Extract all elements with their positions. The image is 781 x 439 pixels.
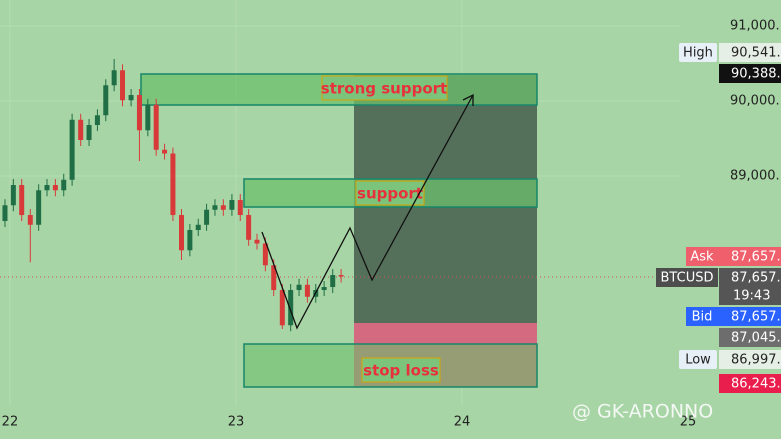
candle-body xyxy=(10,185,16,206)
price-label: High xyxy=(683,46,713,61)
candle-body xyxy=(195,224,201,231)
label-bg xyxy=(686,307,719,326)
candle-body xyxy=(304,284,310,297)
label-bg xyxy=(719,307,781,326)
price-label: 86,997. xyxy=(731,353,781,368)
label-bg xyxy=(719,350,781,369)
label-bg xyxy=(719,247,781,266)
axes: 91,000. 90,000. 89,000. 22 23 24 25 xyxy=(2,19,780,430)
x-tick-label: 23 xyxy=(228,415,245,430)
candle-body xyxy=(271,265,277,291)
candles xyxy=(2,59,344,332)
label-box xyxy=(321,75,448,101)
label-bg xyxy=(679,43,717,62)
label-bg xyxy=(656,268,718,287)
candle-body xyxy=(111,70,117,86)
candle-body xyxy=(86,125,92,141)
candle-body xyxy=(204,209,210,225)
candle-body xyxy=(153,104,159,150)
candle-body xyxy=(170,153,176,216)
candle-body xyxy=(237,200,243,216)
x-tick-label: 25 xyxy=(680,415,697,430)
label-bg xyxy=(679,350,717,369)
candle-body xyxy=(288,290,294,326)
zone-label: support xyxy=(357,185,423,203)
x-tick-label: 24 xyxy=(454,415,471,430)
arrow-head xyxy=(462,93,474,106)
candle-body xyxy=(145,104,151,131)
price-label: 86,243. xyxy=(731,377,781,392)
price-label: 90,388. xyxy=(731,67,781,82)
label-bg xyxy=(686,247,719,266)
watermark: @ GK-ARONNO xyxy=(572,401,713,423)
price-label: 90,541. xyxy=(731,46,781,61)
candle-body xyxy=(330,275,336,288)
price-label: 87,657. xyxy=(731,271,781,286)
zone-label: stop loss xyxy=(363,362,439,380)
price-label: 19:43 xyxy=(733,289,770,304)
candle-body xyxy=(262,243,268,266)
projection-path xyxy=(261,94,474,330)
candle-body xyxy=(187,230,193,251)
price-label: BTCUSD xyxy=(661,271,714,286)
price-label: 87,657. xyxy=(731,310,781,325)
candle-body xyxy=(52,185,58,191)
candle-body xyxy=(136,95,142,131)
candle-body xyxy=(27,215,33,225)
y-tick-label: 91,000. xyxy=(730,19,780,34)
label-box xyxy=(355,180,425,206)
x-tick-label: 22 xyxy=(2,415,19,430)
candle-body xyxy=(179,215,185,251)
candle-body xyxy=(279,290,285,326)
candle-body xyxy=(36,190,42,225)
candle-body xyxy=(94,115,100,126)
candle-body xyxy=(220,205,226,210)
price-label: 87,657. xyxy=(731,250,781,265)
candle-body xyxy=(162,149,168,154)
candle-body xyxy=(246,215,252,240)
candle-body xyxy=(120,70,126,101)
candle-body xyxy=(321,287,327,291)
candle-body xyxy=(128,95,134,101)
zone-label: strong support xyxy=(321,80,447,98)
candle-body xyxy=(78,119,84,141)
label-bg xyxy=(719,374,781,393)
price-label: Low xyxy=(685,353,711,368)
candle-body xyxy=(44,185,50,191)
price-label: Ask xyxy=(690,250,714,265)
candle-body xyxy=(19,185,25,216)
price-label: 87,045. xyxy=(731,331,781,346)
candle-body xyxy=(69,119,75,180)
label-bg xyxy=(719,43,781,62)
label-box xyxy=(361,357,441,383)
candle-body xyxy=(296,284,302,291)
price-label: Bid xyxy=(692,310,713,325)
candle-body xyxy=(103,85,109,116)
y-tick-label: 89,000. xyxy=(730,169,780,184)
candle-body xyxy=(212,205,218,210)
candle-body xyxy=(254,239,260,244)
label-bg xyxy=(719,64,781,83)
label-bg xyxy=(719,328,781,347)
candle-body xyxy=(338,275,344,277)
candle-body xyxy=(61,179,67,191)
y-tick-label: 90,000. xyxy=(730,94,780,109)
label-bg xyxy=(719,268,781,305)
candle-body xyxy=(2,205,8,222)
candle-body xyxy=(229,200,235,210)
